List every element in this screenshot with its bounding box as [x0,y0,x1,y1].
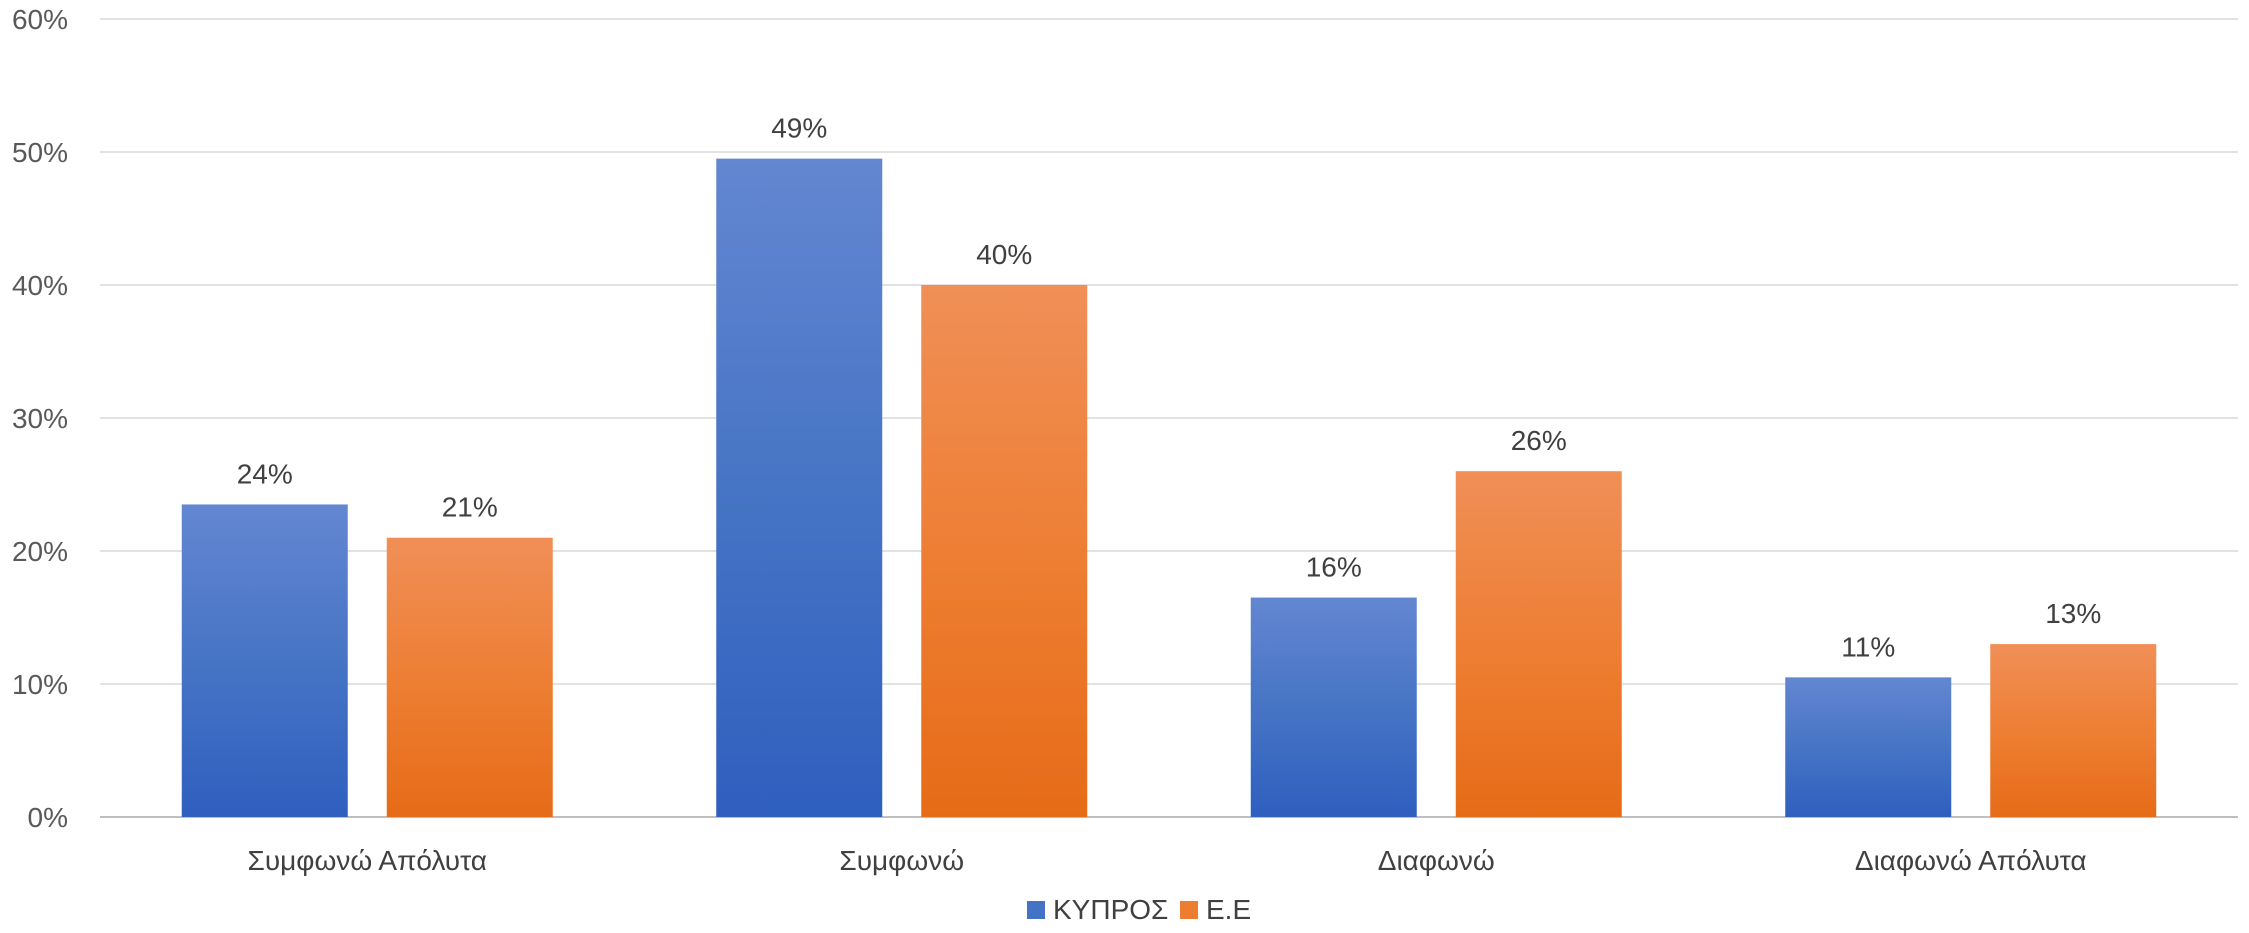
data-label: 16% [1306,552,1362,583]
y-axis-ticks: 0% 10% 20% 30% 40% 50% 60% [12,4,68,833]
category-label: Συμφωνώ [839,845,964,876]
data-label: 26% [1511,425,1567,456]
data-label: 49% [771,113,827,144]
bar-cyprus-1 [716,158,883,817]
data-label: 21% [442,492,498,523]
y-tick-label: 20% [12,536,68,567]
y-tick-label: 40% [12,270,68,301]
data-label: 40% [976,239,1032,270]
legend-label: Ε.Ε [1206,894,1251,925]
legend: ΚΥΠΡΟΣ Ε.Ε [1027,894,1251,925]
legend-swatch [1027,901,1045,919]
bar-eu-1 [921,285,1088,817]
category-label: Διαφωνώ [1378,845,1495,876]
y-tick-label: 30% [12,403,68,434]
data-label: 24% [237,458,293,489]
bar-eu-2 [1455,471,1622,817]
category-label: Συμφωνώ Απόλυτα [248,845,487,876]
legend-label: ΚΥΠΡΟΣ [1053,894,1168,925]
data-label: 11% [1841,631,1895,662]
bar-eu-3 [1990,644,2157,817]
y-tick-label: 0% [28,802,68,833]
bars [181,158,2157,817]
x-axis-categories: Συμφωνώ Απόλυτα Συμφωνώ Διαφωνώ Διαφωνώ Από… [248,845,2087,876]
bar-eu-0 [386,537,553,817]
bar-cyprus-3 [1785,677,1952,817]
y-tick-label: 10% [12,669,68,700]
y-tick-label: 50% [12,137,68,168]
bar-cyprus-0 [181,504,348,817]
legend-swatch [1180,901,1198,919]
category-label: Διαφωνώ Απόλυτα [1855,845,2087,876]
bar-cyprus-2 [1250,597,1417,817]
data-labels: 24% 21% 49% 40% 16% 26% 11% 13% [237,113,2102,663]
data-label: 13% [2045,598,2101,629]
y-tick-label: 60% [12,4,68,35]
